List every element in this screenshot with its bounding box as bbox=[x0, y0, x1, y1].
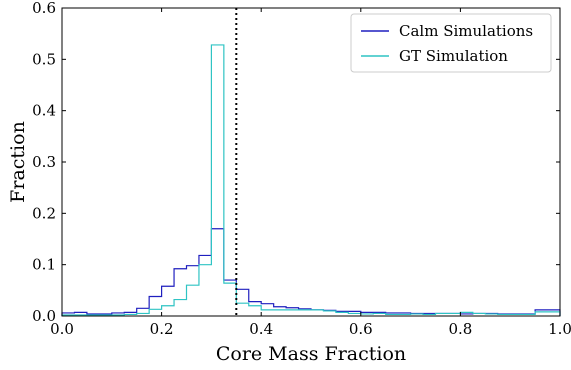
x-tick-label: 0.2 bbox=[150, 320, 174, 338]
legend-label: Calm Simulations bbox=[399, 22, 533, 40]
axes: 0.0 0.2 0.4 0.6 0.8 1.0 0.0 0.1 0.2 0.3 0.4 0.5 0.6 C… bbox=[7, 0, 571, 365]
y-axis-title: Fraction bbox=[7, 121, 29, 203]
x-tick-label: 0.4 bbox=[249, 320, 273, 338]
x-tick-label: 0.8 bbox=[448, 320, 472, 338]
series-gt-simulation-step-line bbox=[61, 44, 561, 316]
plot-area bbox=[61, 8, 561, 316]
y-tick-label: 0.4 bbox=[32, 102, 56, 120]
x-tick-label: 0.0 bbox=[50, 320, 74, 338]
series-calm-simulations-step-line bbox=[61, 228, 561, 316]
legend: Calm Simulations GT Simulation bbox=[350, 13, 552, 73]
y-tick-label: 0.3 bbox=[32, 153, 56, 171]
y-tick-label: 0.6 bbox=[32, 0, 56, 17]
y-tick-label: 0.5 bbox=[32, 50, 56, 68]
y-tick-label: 0.2 bbox=[32, 204, 56, 222]
legend-box bbox=[350, 13, 552, 73]
x-tick-label: 1.0 bbox=[548, 320, 571, 338]
y-tick-label: 0.0 bbox=[32, 307, 56, 325]
legend-label: GT Simulation bbox=[399, 47, 508, 65]
y-tick-label: 0.1 bbox=[32, 256, 56, 274]
x-axis-title: Core Mass Fraction bbox=[216, 343, 406, 365]
x-tick-label: 0.6 bbox=[349, 320, 373, 338]
